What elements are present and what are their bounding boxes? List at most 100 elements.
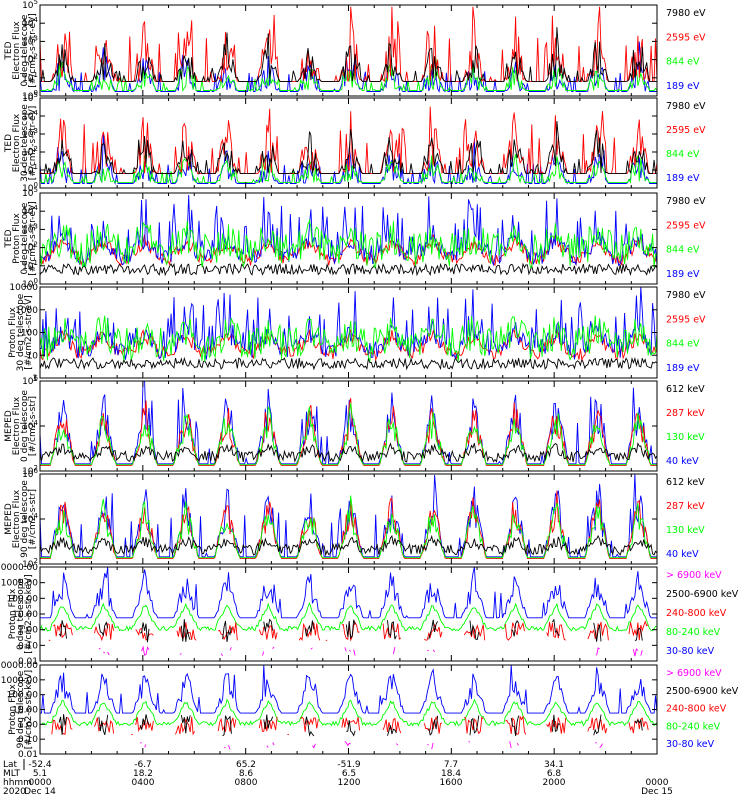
y-axis-title-line: Proton Flux — [8, 307, 18, 358]
y-tick-label: 105 — [22, 0, 38, 11]
y-axis-title-line: [#/cm2-s-str] — [28, 489, 38, 549]
y-tick-label: 1.00 — [18, 720, 38, 730]
x-tick-label-lat: -52.4 — [28, 760, 52, 770]
x-tick-label-lat: -6.7 — [134, 760, 152, 770]
legend-entry: 30-80 keV — [666, 739, 715, 750]
x-tick-label-lat: 65.2 — [236, 760, 256, 770]
legend-entry: 844 eV — [666, 245, 700, 256]
y-tick-label: 0.10 — [18, 641, 38, 651]
legend-entry: 844 eV — [666, 339, 700, 350]
y-tick-label: 101 — [22, 259, 38, 272]
y-tick-label: 104 — [22, 419, 38, 432]
y-tick-label: 103 — [22, 34, 38, 47]
y-tick-label: 100 — [22, 277, 38, 290]
x-tick-label-date: Dec 15 — [641, 787, 673, 797]
y-tick-label: 1000 — [15, 306, 38, 316]
y-tick-label: 104 — [22, 109, 38, 122]
y-tick-label: 106 — [22, 374, 38, 387]
y-axis-title-line: [#/cm2-s-str-keV] — [24, 670, 34, 749]
legend-entry: 2595 eV — [666, 125, 706, 136]
y-axis-title-line: Electron Flux — [12, 396, 22, 455]
x-row-label: Lat — [3, 760, 18, 770]
legend-entry: 7980 eV — [666, 290, 706, 301]
legend-entry: 844 eV — [666, 149, 700, 160]
x-tick-label-hhmm: 0000 — [29, 778, 52, 788]
y-tick-label: 10000.00 — [0, 563, 38, 573]
y-tick-label: 100 — [21, 329, 38, 339]
y-tick-label: 101 — [22, 163, 38, 176]
series-612-kev — [40, 442, 657, 464]
y-axis-title-line: Proton Flux — [8, 588, 18, 639]
x-tick-label-mlt: 8.6 — [239, 769, 254, 779]
y-tick-label: 1.00 — [18, 626, 38, 636]
y-axis-title-line: 90 deg telescope — [20, 480, 30, 558]
y-axis-title-line: 30 deg telescope — [20, 104, 30, 182]
series-189-ev — [40, 194, 657, 267]
y-axis-title-line: 90 deg telescope — [16, 670, 26, 748]
y-tick-label: 10.00 — [12, 610, 38, 620]
y-tick-label: 102 — [22, 145, 38, 158]
series-30-80-kev — [40, 665, 657, 714]
y-tick-label: 102 — [22, 464, 38, 477]
panel-4-traces — [40, 287, 657, 371]
y-axis-title-line: 0 deg telescope — [20, 390, 30, 462]
legend-entry: 130 keV — [666, 525, 705, 536]
y-axis-title-line: 0 deg telescope — [20, 14, 30, 86]
panel-1-traces — [40, 6, 657, 93]
y-tick-label: 10 — [27, 351, 39, 361]
panel-3-traces — [40, 194, 657, 277]
series-130-kev — [40, 495, 657, 559]
y-axis-title-line: TED — [4, 41, 14, 60]
x-tick-label-mlt: 18.2 — [133, 769, 153, 779]
y-tick-label: 102 — [22, 241, 38, 254]
series-7980-ev — [40, 356, 657, 371]
y-tick-label: 1000.00 — [1, 579, 38, 589]
legend-entry: 240-800 keV — [666, 608, 727, 619]
legend-entry: 2500-6900 keV — [666, 589, 739, 600]
legend-entry: 2595 eV — [666, 314, 706, 325]
y-tick-label: 100.00 — [7, 594, 39, 604]
legend-entry: 80-240 keV — [666, 721, 721, 732]
series-287-kev — [40, 490, 657, 560]
y-tick-label: 102 — [22, 53, 38, 66]
series-2595-ev — [40, 6, 657, 83]
y-axis-title-line: TED — [4, 134, 14, 153]
series-30-80-kev — [40, 567, 657, 619]
x-row-label: hhmm — [3, 778, 32, 788]
y-tick-label: 0.10 — [18, 735, 38, 745]
x-tick-label-date: Dec 14 — [24, 787, 56, 797]
x-tick-label-mlt: 6.8 — [547, 769, 562, 779]
series-2500-6900-kev — [58, 618, 643, 643]
legend-entry: 80-240 keV — [666, 627, 721, 638]
series-189-ev — [40, 133, 657, 186]
panel-8: 0.01 0.10 1.00 10.00 100.00 1000.00 10000.00 Pr… — [0, 661, 739, 760]
panel-7-traces — [40, 567, 657, 657]
y-axis-title-line: Proton Flux — [12, 213, 22, 264]
legend-entry: 7980 eV — [666, 196, 706, 207]
legend-entry: 2595 eV — [666, 220, 706, 231]
y-axis-title-line: [#/cm2-s-str-eV] — [28, 13, 38, 88]
x-tick-label-lat: 7.7 — [444, 760, 458, 770]
series-80-240-kev — [40, 601, 657, 632]
y-axis-title-line: [#/cm2-s-str-eV] — [28, 201, 38, 276]
series-844-ev — [40, 58, 657, 92]
y-axis-title-line: TED — [4, 229, 14, 248]
panel-8-traces — [40, 665, 657, 749]
x-tick-label-hhmm: 1200 — [338, 778, 361, 788]
series-612-kev — [40, 534, 657, 557]
legend-entry: 287 keV — [666, 501, 705, 512]
x-tick-label-lat: -51.9 — [337, 760, 361, 770]
y-tick-label: 1000.00 — [1, 676, 38, 686]
legend-entry: 189 eV — [666, 81, 700, 92]
legend-entry: > 6900 keV — [666, 570, 722, 581]
y-tick-label: 103 — [22, 127, 38, 140]
y-tick-label: 0.01 — [18, 750, 38, 760]
series-2500-6900-kev — [58, 714, 643, 737]
x-tick-label-hhmm: 0000 — [646, 778, 669, 788]
series-7980-ev — [40, 262, 657, 277]
